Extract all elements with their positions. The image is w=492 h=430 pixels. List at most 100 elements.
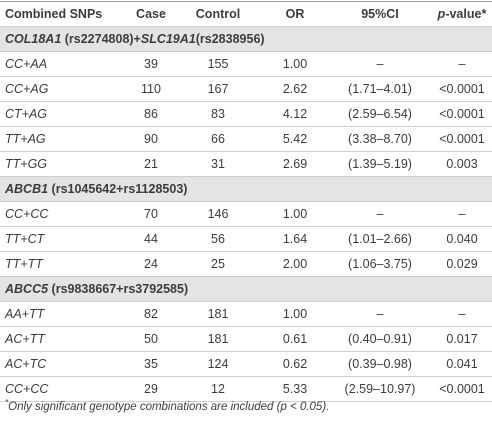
data-row: TT+AG 90 66 5.42 (3.38–8.70) <0.0001 — [0, 126, 492, 152]
header-cell: Case — [128, 1, 174, 27]
genotype-cell: CC+AA — [0, 51, 128, 77]
value-cell: – — [432, 51, 492, 77]
footnote-mark: * — [5, 398, 9, 407]
header-row: Combined SNPs Case Control OR 95%CI p-value* — [0, 1, 492, 27]
data-row: TT+GG 21 31 2.69 (1.39–5.19) 0.003 — [0, 151, 492, 177]
value-cell: – — [328, 301, 432, 327]
value-cell: 90 — [128, 126, 174, 152]
value-cell: 21 — [128, 151, 174, 177]
value-cell: (0.39–0.98) — [328, 351, 432, 377]
section-title-part: COL18A1 — [5, 32, 62, 46]
header-cell: OR — [262, 1, 328, 27]
value-cell: 5.33 — [262, 376, 328, 402]
genotype-cell: AC+TC — [0, 351, 128, 377]
value-cell: 70 — [128, 201, 174, 227]
genotype-cell: TT+TT — [0, 251, 128, 277]
value-cell: 44 — [128, 226, 174, 252]
value-cell: 82 — [128, 301, 174, 327]
value-cell: 4.12 — [262, 101, 328, 127]
value-cell: 0.040 — [432, 226, 492, 252]
section-row: ABCC5 (rs9838667+rs3792585) — [0, 276, 492, 302]
section-title-part: (rs9838667+rs3792585) — [48, 282, 189, 296]
section-title: ABCB1 (rs1045642+rs1128503) — [0, 176, 492, 202]
value-cell: – — [432, 301, 492, 327]
data-row: AC+TC 35 124 0.62 (0.39–0.98) 0.041 — [0, 351, 492, 377]
data-row: AA+TT 82 181 1.00– – — [0, 301, 492, 327]
value-cell: (1.06–3.75) — [328, 251, 432, 277]
genotype-cell: CT+AG — [0, 101, 128, 127]
data-row: TT+CT 44 56 1.64 (1.01–2.66) 0.040 — [0, 226, 492, 252]
value-cell: 66 — [174, 126, 262, 152]
value-cell: 1.00 — [262, 51, 328, 77]
value-cell: 0.017 — [432, 326, 492, 352]
genotype-cell: AC+TT — [0, 326, 128, 352]
value-cell: 0.003 — [432, 151, 492, 177]
value-cell: (1.39–5.19) — [328, 151, 432, 177]
value-cell: 181 — [174, 301, 262, 327]
results-table: Combined SNPs Case Control OR 95%CI p-value* … — [0, 1, 492, 402]
data-row: CC+AA 39 155 1.00– – — [0, 51, 492, 77]
section-title-part: (rs2274808)+ — [61, 32, 141, 46]
value-cell: 0.61 — [262, 326, 328, 352]
value-cell: (2.59–6.54) — [328, 101, 432, 127]
value-cell: 1.00 — [262, 201, 328, 227]
value-cell: (1.01–2.66) — [328, 226, 432, 252]
value-cell: 83 — [174, 101, 262, 127]
data-row: CC+AG 110 167 2.62 (1.71–4.01) <0.0001 — [0, 76, 492, 102]
value-cell: 25 — [174, 251, 262, 277]
section-title: ABCC5 (rs9838667+rs3792585) — [0, 276, 492, 302]
value-cell: 146 — [174, 201, 262, 227]
header-cell: p-value* — [432, 1, 492, 27]
value-cell: 5.42 — [262, 126, 328, 152]
section-title-part: ABCC5 — [5, 282, 49, 296]
genotype-cell: TT+GG — [0, 151, 128, 177]
genotype-cell: CC+CC — [0, 201, 128, 227]
section-title: COL18A1 (rs2274808)+SLC19A1(rs2838956) — [0, 26, 492, 52]
genotype-cell: CC+AG — [0, 76, 128, 102]
header-text: -value* — [445, 7, 487, 21]
section-row: ABCB1 (rs1045642+rs1128503) — [0, 176, 492, 202]
value-cell: <0.0001 — [432, 376, 492, 402]
data-row: AC+TT 50 181 0.61 (0.40–0.91) 0.017 — [0, 326, 492, 352]
value-cell: 2.69 — [262, 151, 328, 177]
value-cell: – — [328, 51, 432, 77]
value-cell: 0.62 — [262, 351, 328, 377]
value-cell: 0.041 — [432, 351, 492, 377]
header-cell: Control — [174, 1, 262, 27]
value-cell: 124 — [174, 351, 262, 377]
genotype-cell: AA+TT — [0, 301, 128, 327]
value-cell: 181 — [174, 326, 262, 352]
value-cell: 167 — [174, 76, 262, 102]
value-cell: (3.38–8.70) — [328, 126, 432, 152]
value-cell: 50 — [128, 326, 174, 352]
value-cell: <0.0001 — [432, 76, 492, 102]
value-cell: 1.00 — [262, 301, 328, 327]
section-title-part: (rs1045642+rs1128503) — [48, 182, 188, 196]
data-row: CC+CC 70 146 1.00– – — [0, 201, 492, 227]
value-cell: – — [432, 201, 492, 227]
value-cell: 86 — [128, 101, 174, 127]
value-cell: 12 — [174, 376, 262, 402]
section-title-part: (rs2838956) — [195, 32, 265, 46]
value-cell: 1.64 — [262, 226, 328, 252]
genotype-cell: CC+CC — [0, 376, 128, 402]
value-cell: 155 — [174, 51, 262, 77]
data-row: CT+AG 86 83 4.12 (2.59–6.54) <0.0001 — [0, 101, 492, 127]
value-cell: <0.0001 — [432, 101, 492, 127]
value-cell: 110 — [128, 76, 174, 102]
value-cell: 39 — [128, 51, 174, 77]
footnote-text: Only significant genotype combinations a… — [8, 400, 330, 413]
value-cell: 2.00 — [262, 251, 328, 277]
value-cell: (0.40–0.91) — [328, 326, 432, 352]
value-cell: 56 — [174, 226, 262, 252]
value-cell: 31 — [174, 151, 262, 177]
genotype-cell: TT+AG — [0, 126, 128, 152]
data-row: CC+CC 29 12 5.33 (2.59–10.97) <0.0001 — [0, 376, 492, 402]
section-row: COL18A1 (rs2274808)+SLC19A1(rs2838956) — [0, 26, 492, 52]
data-row: TT+TT 24 25 2.00 (1.06–3.75) 0.029 — [0, 251, 492, 277]
genotype-cell: TT+CT — [0, 226, 128, 252]
footnote: *Only significant genotype combinations … — [5, 398, 329, 413]
header-cell: 95%CI — [328, 1, 432, 27]
value-cell: 2.62 — [262, 76, 328, 102]
